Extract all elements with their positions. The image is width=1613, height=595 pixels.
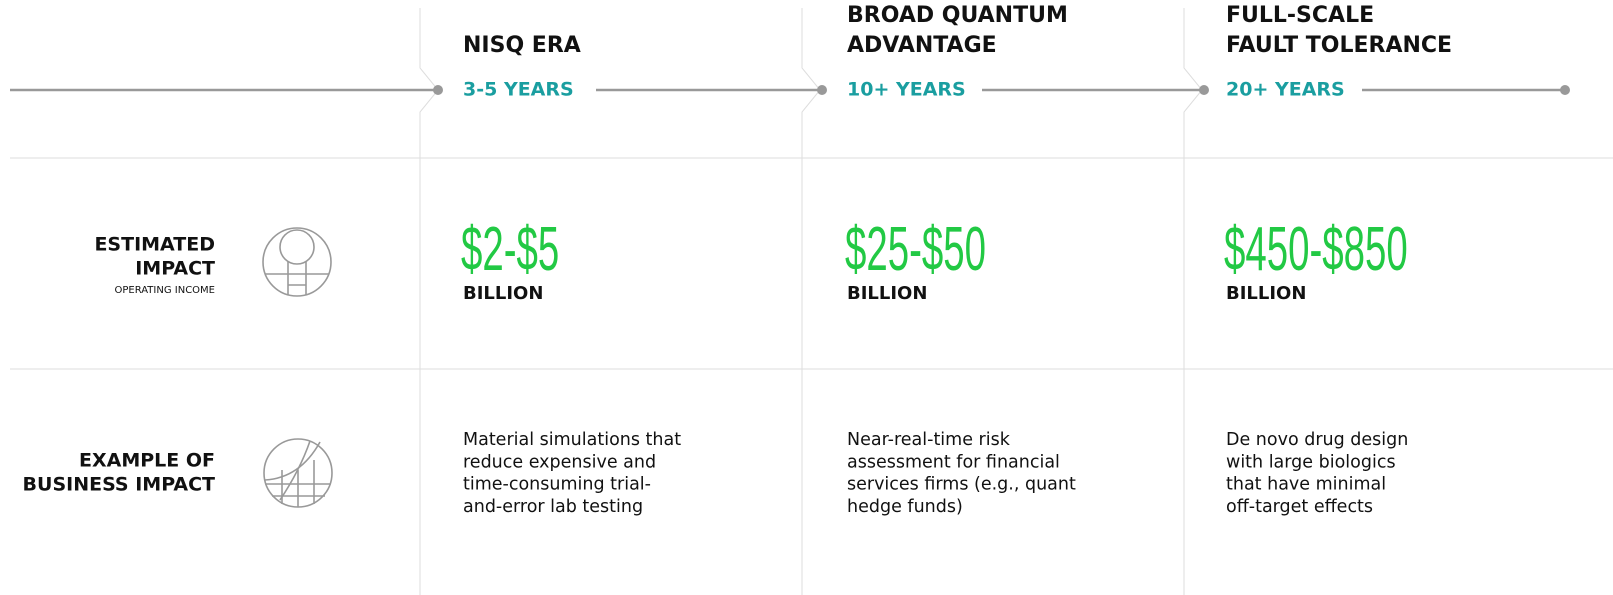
era-years: 10+ YEARS <box>847 79 966 101</box>
era-description: that have minimal <box>1226 475 1386 495</box>
era-description: De novo drug design <box>1226 430 1408 450</box>
timeline-dot <box>817 85 827 95</box>
row-label: BUSINESS IMPACT <box>23 474 215 496</box>
column-separator <box>1183 8 1203 595</box>
era-amount: $450-$850 <box>1224 214 1408 284</box>
era-description: hedge funds) <box>847 497 963 517</box>
timeline-dot <box>1560 85 1570 95</box>
era-years: 3-5 YEARS <box>463 79 574 101</box>
era-years: 20+ YEARS <box>1226 79 1345 101</box>
era-description: time-consuming trial- <box>463 475 651 495</box>
era-title: ADVANTAGE <box>847 33 997 58</box>
era-description: off-target effects <box>1226 497 1373 517</box>
era-unit: BILLION <box>847 283 927 304</box>
era-title: FULL-SCALE <box>1226 3 1374 28</box>
era-description: reduce expensive and <box>463 452 656 472</box>
column-separator <box>419 8 439 595</box>
business-icon <box>263 438 333 508</box>
era-title: BROAD QUANTUM <box>847 3 1068 28</box>
era-description: Material simulations that <box>463 430 681 450</box>
timeline <box>10 85 1570 95</box>
era-description: services firms (e.g., quant <box>847 475 1076 495</box>
row-label: EXAMPLE OF <box>79 450 215 472</box>
era-unit: BILLION <box>463 283 543 304</box>
timeline-dot <box>433 85 443 95</box>
era-unit: BILLION <box>1226 283 1306 304</box>
timeline-dot <box>1199 85 1209 95</box>
era-title: NISQ ERA <box>463 33 581 58</box>
row-label: ESTIMATED <box>94 234 215 256</box>
era-amount: $2-$5 <box>461 214 559 284</box>
era-description: with large biologics <box>1226 452 1396 472</box>
era-description: assessment for financial <box>847 452 1060 472</box>
column-separator <box>801 8 821 595</box>
impact-icon <box>262 227 332 297</box>
era-description: and-error lab testing <box>463 497 643 517</box>
row-label: IMPACT <box>135 258 215 280</box>
row-sublabel: OPERATING INCOME <box>114 285 215 296</box>
era-amount: $25-$50 <box>845 214 986 284</box>
era-title: FAULT TOLERANCE <box>1226 33 1452 58</box>
era-description: Near-real-time risk <box>847 430 1011 450</box>
